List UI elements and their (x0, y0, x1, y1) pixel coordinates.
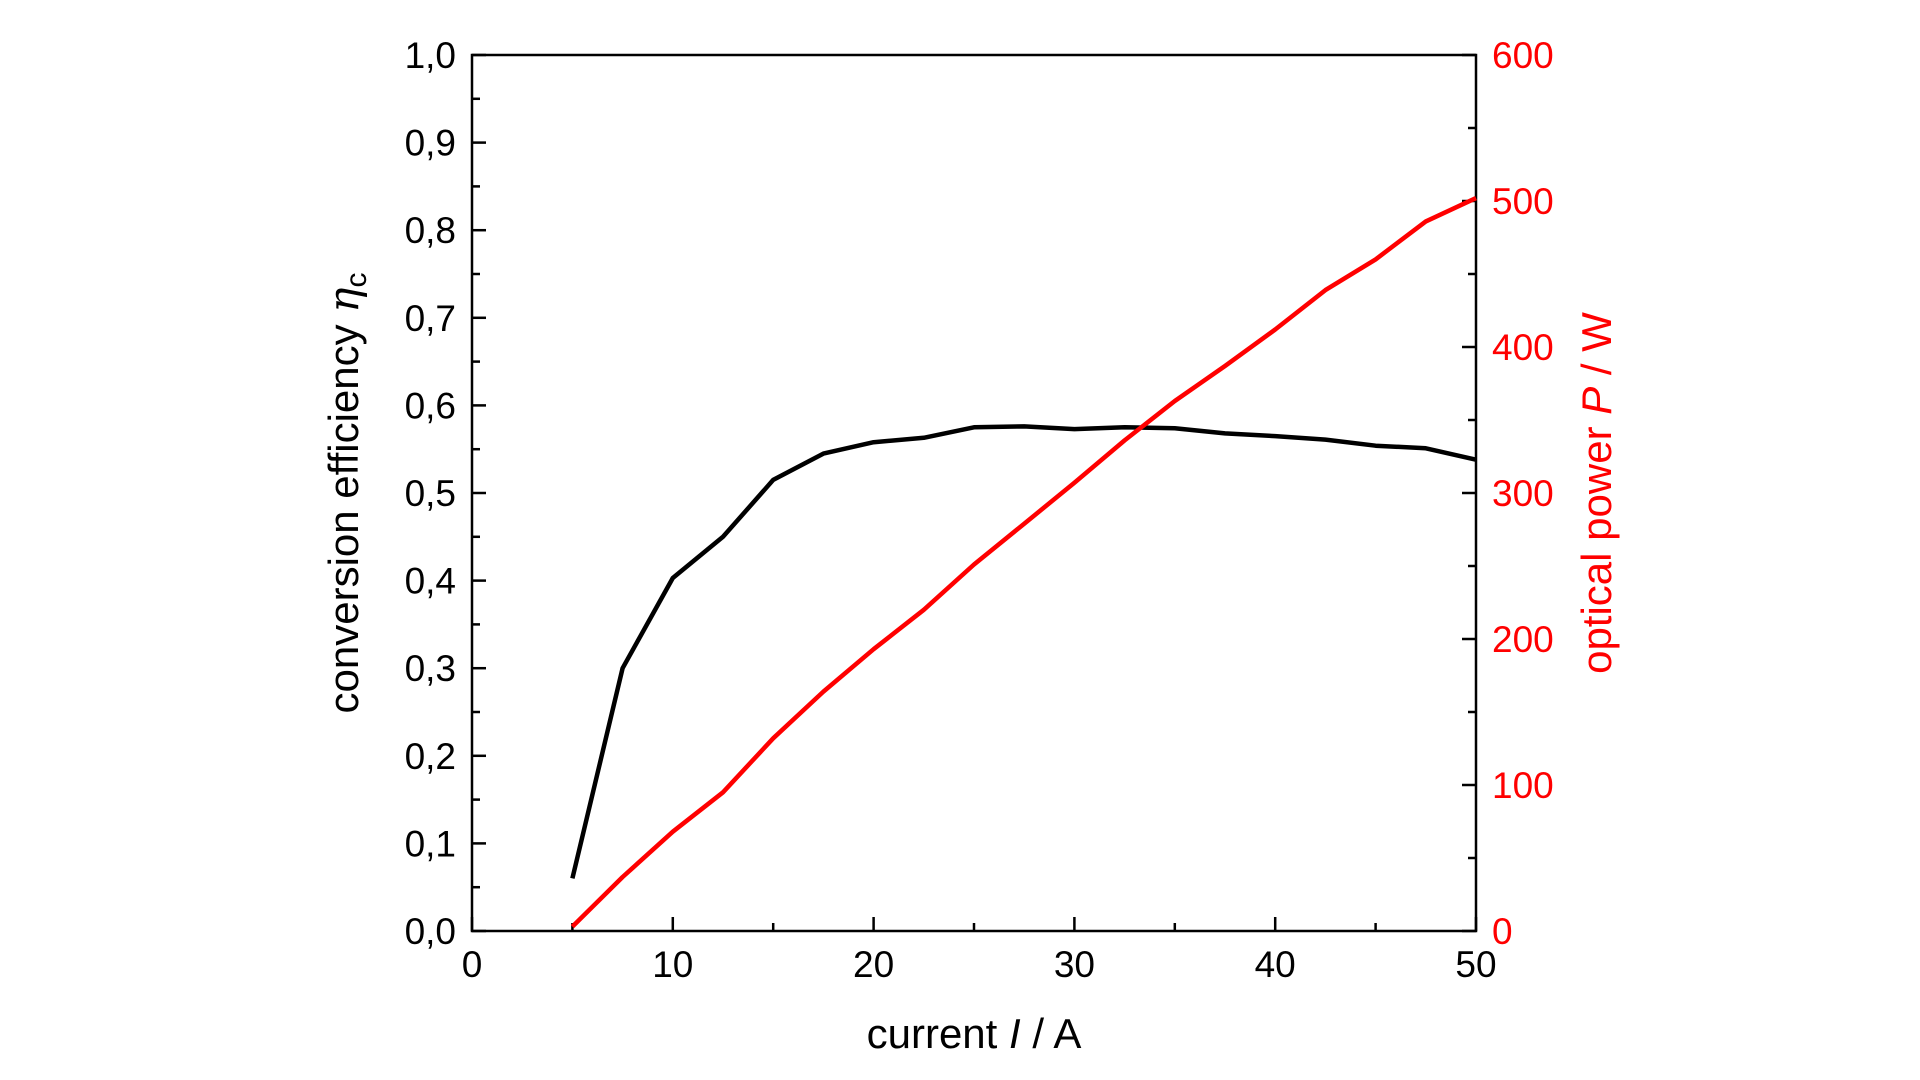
conversion-efficiency-line (570, 424, 1477, 879)
series-layer (570, 196, 1477, 929)
y-axis-left: 0,0 0,1 0,2 0,3 0,4 0,5 0,6 0,7 0,8 0,9 1,0 (405, 35, 486, 952)
y-left-tick-label: 0,1 (405, 823, 456, 864)
x-tick-label: 40 (1255, 944, 1296, 985)
x-axis-title-text: current (867, 1010, 998, 1057)
x-axis: 0 10 20 30 40 50 (462, 917, 1497, 985)
y-axis-right-title: optical power P / W (1573, 312, 1620, 674)
y-left-tick-label: 0,9 (405, 123, 456, 164)
plot-frame (470, 53, 1478, 933)
y-left-tick-label: 1,0 (405, 35, 456, 76)
x-axis-title-unit: / A (1032, 1010, 1081, 1057)
y-left-tick-label: 0,7 (405, 298, 456, 339)
x-tick-label: 50 (1455, 944, 1496, 985)
y-axis-right: 0 100 200 300 400 500 600 (1462, 35, 1554, 952)
y-right-tick-label: 500 (1492, 181, 1554, 222)
y-left-tick-label: 0,5 (405, 473, 456, 514)
y-right-tick-label: 200 (1492, 619, 1554, 660)
y-left-tick-label: 0,0 (405, 911, 456, 952)
y-axis-left-title-symbol: η (319, 288, 368, 313)
x-axis-title-symbol: I (1009, 1010, 1021, 1057)
y-right-tick-label: 400 (1492, 327, 1554, 368)
y-axis-left-title-text: conversion efficiency (320, 324, 367, 713)
y-left-tick-label: 0,4 (405, 561, 456, 602)
y-axis-right-title-symbol: P (1573, 387, 1620, 415)
x-tick-label: 20 (853, 944, 894, 985)
x-tick-label: 30 (1054, 944, 1095, 985)
y-left-tick-label: 0,8 (405, 210, 456, 251)
y-axis-right-title-unit: / W (1573, 312, 1620, 375)
x-axis-title: current I / A (867, 1010, 1082, 1057)
x-tick-label: 10 (652, 944, 693, 985)
y-left-tick-label: 0,3 (405, 648, 456, 689)
y-axis-left-title: conversion efficiency ηc (319, 273, 373, 714)
y-left-tick-label: 0,2 (405, 736, 456, 777)
y-right-tick-label: 100 (1492, 765, 1554, 806)
y-right-tick-label: 300 (1492, 473, 1554, 514)
y-right-tick-label: 0 (1492, 911, 1513, 952)
y-axis-right-title-text: optical power (1573, 426, 1620, 673)
y-right-tick-label: 600 (1492, 35, 1554, 76)
x-tick-label: 0 (462, 944, 483, 985)
y-left-tick-label: 0,6 (405, 385, 456, 426)
optical-power-line (570, 196, 1477, 929)
y-axis-left-title-subscript: c (340, 273, 373, 288)
